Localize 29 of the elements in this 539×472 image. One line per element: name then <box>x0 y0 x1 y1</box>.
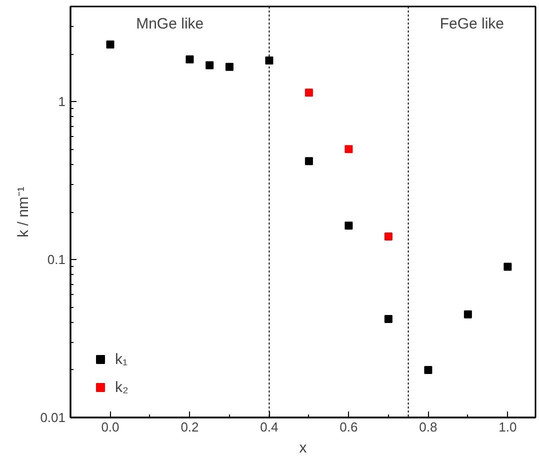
y-tick-label: 0.01 <box>40 410 66 425</box>
annotation: FeGe like <box>440 15 504 32</box>
point <box>186 55 194 64</box>
point <box>384 232 392 240</box>
legend-label: k₂ <box>115 378 130 396</box>
point <box>344 145 353 154</box>
y-tick-label: 0.1 <box>47 252 66 268</box>
y-axis-title: k / nm⁻¹ <box>15 186 32 238</box>
point <box>344 222 353 230</box>
x-tick-label: 1.0 <box>498 420 517 434</box>
point <box>206 61 214 70</box>
x-tick-label: 0.4 <box>260 420 278 434</box>
y-tick-label: 1 <box>58 94 66 110</box>
legend-label: k₁ <box>115 350 129 368</box>
point <box>106 40 114 48</box>
x-tick-label: 0.6 <box>340 420 358 434</box>
point <box>225 62 234 71</box>
point <box>384 315 392 324</box>
x-tick-label: 0.0 <box>101 420 120 434</box>
x-axis-title: x <box>299 440 308 456</box>
point <box>464 310 472 318</box>
x-tick-label: 0.2 <box>180 420 199 434</box>
annotation: MnGe like <box>136 15 204 32</box>
point <box>304 157 313 166</box>
point <box>504 262 512 271</box>
point <box>265 56 274 65</box>
point <box>424 366 432 374</box>
x-tick-label: 0.8 <box>419 420 438 434</box>
point <box>304 88 313 97</box>
